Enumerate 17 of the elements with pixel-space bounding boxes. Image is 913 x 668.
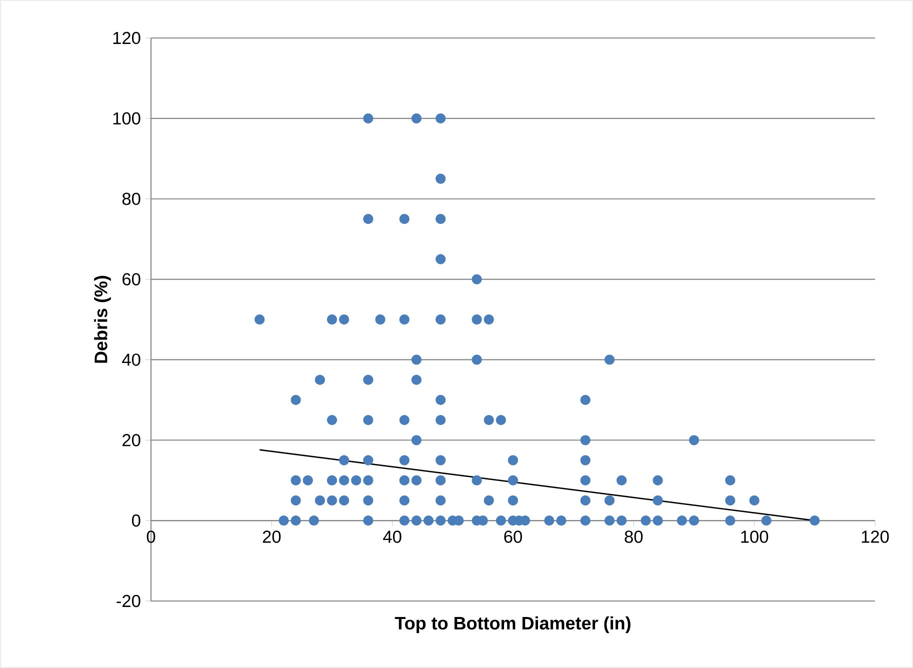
x-tick-label: 100 [741,530,768,543]
x-tick-label: 60 [504,530,522,543]
y-tick-label: 100 [113,112,140,125]
x-tick-label: 0 [146,530,156,543]
y-tick-label: 0 [132,514,140,527]
y-tick-label: -20 [116,594,140,608]
y-tick-label: 20 [122,434,140,446]
x-tick-label: 80 [624,530,643,543]
x-tick-label: 20 [262,530,281,543]
x-axis-title: Top to Bottom Diameter (in) [394,616,630,634]
x-tick-label: 40 [383,530,402,543]
y-tick-label: 60 [122,273,140,286]
y-tick-label: 80 [122,192,140,205]
y-tick-label: 40 [122,354,140,366]
y-axis-title: Debris (%) [94,276,111,363]
y-tick-label: 120 [113,32,140,44]
x-tick-label: 120 [862,530,889,543]
